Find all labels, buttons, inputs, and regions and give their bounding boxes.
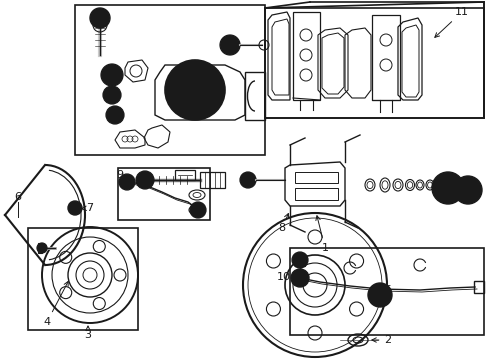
Bar — [28, 228, 138, 330]
Circle shape — [453, 176, 481, 204]
Circle shape — [164, 60, 224, 120]
Text: 7: 7 — [81, 203, 93, 213]
Circle shape — [290, 269, 308, 287]
Circle shape — [101, 64, 123, 86]
Bar — [38, 243, 42, 253]
Text: 9: 9 — [116, 170, 127, 182]
Text: 1: 1 — [315, 216, 328, 253]
Text: 5: 5 — [380, 285, 391, 296]
Circle shape — [190, 202, 205, 218]
Bar — [118, 168, 209, 220]
Circle shape — [68, 201, 82, 215]
Circle shape — [136, 171, 154, 189]
Text: 8: 8 — [278, 213, 288, 233]
Bar — [175, 170, 195, 180]
Bar — [294, 188, 337, 200]
Circle shape — [220, 35, 240, 55]
Circle shape — [431, 172, 463, 204]
Bar — [473, 281, 483, 293]
Circle shape — [106, 106, 124, 124]
Bar — [75, 5, 264, 155]
Circle shape — [37, 243, 47, 253]
Bar — [294, 256, 305, 266]
Text: 11: 11 — [434, 7, 468, 37]
Circle shape — [240, 172, 256, 188]
Bar — [289, 248, 483, 335]
Circle shape — [367, 283, 391, 307]
Text: 10: 10 — [276, 272, 298, 282]
Bar — [294, 172, 337, 183]
Text: 6: 6 — [15, 192, 21, 202]
Circle shape — [90, 8, 110, 28]
Circle shape — [119, 174, 135, 190]
Text: 4: 4 — [43, 282, 68, 327]
Circle shape — [291, 252, 307, 268]
Circle shape — [103, 86, 121, 104]
Text: 2: 2 — [371, 335, 391, 345]
Bar — [292, 12, 319, 100]
Text: 3: 3 — [84, 326, 91, 340]
Bar — [371, 15, 399, 100]
